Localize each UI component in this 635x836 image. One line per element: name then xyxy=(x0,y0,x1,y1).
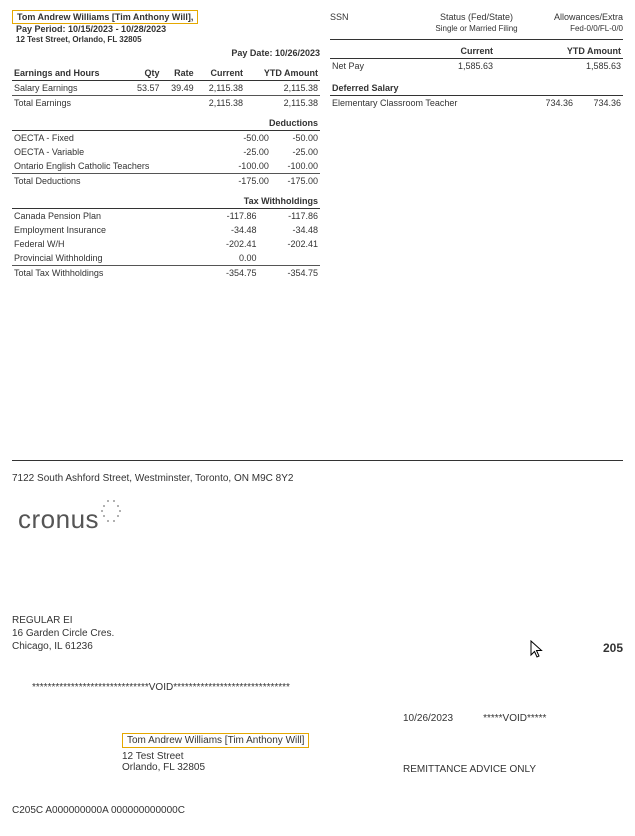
stub-date: 10/26/2023 xyxy=(403,713,453,724)
total-tax-label: Total Tax Withholdings xyxy=(12,266,183,281)
deferred-title: Deferred Salary xyxy=(330,81,623,96)
tax-row-current: 0.00 xyxy=(197,251,258,266)
tax-row-current: -117.86 xyxy=(197,209,258,224)
ded-row-label: OECTA - Variable xyxy=(12,145,210,159)
total-earnings-ytd: 2,115.38 xyxy=(245,96,320,111)
deferred-current: 734.36 xyxy=(527,96,575,111)
pay-date: Pay Date: 10/26/2023 xyxy=(12,48,320,60)
ded-row-label: Ontario English Catholic Teachers xyxy=(12,159,210,174)
deductions-title: Deductions xyxy=(12,116,320,131)
tax-row-current: -34.48 xyxy=(197,223,258,237)
left-column: Tom Andrew Williams [Tim Anthony Will], … xyxy=(12,10,320,280)
remittance-label: REMITTANCE ADVICE ONLY xyxy=(403,764,623,775)
cronus-logo: cronus xyxy=(18,504,123,535)
stub-body: Tom Andrew Williams [Tim Anthony Will] 1… xyxy=(12,713,623,775)
tax-title: Tax Withholdings xyxy=(12,194,320,209)
tax-row-ytd: -202.41 xyxy=(259,237,320,251)
salary-ytd: 2,115.38 xyxy=(245,81,320,96)
netpay-table: Current YTD Amount Net Pay 1,585.63 1,58… xyxy=(330,44,623,73)
total-earnings-current: 2,115.38 xyxy=(196,96,245,111)
stub-left: Tom Andrew Williams [Tim Anthony Will] 1… xyxy=(12,713,403,775)
employee-address: 12 Test Street, Orlando, FL 32805 xyxy=(16,35,320,44)
allowances-value: Fed-0/0/FL-0/0 xyxy=(525,24,623,33)
stub-regular: REGULAR EI xyxy=(12,615,623,626)
cursor-icon xyxy=(530,640,544,660)
col-ytd: YTD Amount xyxy=(245,66,320,81)
tax-table: Tax Withholdings Canada Pension Plan -11… xyxy=(12,194,320,280)
earnings-table: Earnings and Hours Qty Rate Current YTD … xyxy=(12,66,320,110)
logo-dots-icon xyxy=(101,500,123,522)
salary-rate: 39.49 xyxy=(161,81,195,96)
logo-text: cronus xyxy=(18,504,99,534)
stub-number: 205 xyxy=(603,641,623,655)
col-rate: Rate xyxy=(161,66,195,81)
deferred-ytd: 734.36 xyxy=(575,96,623,111)
void-line: ******************************VOID******… xyxy=(32,682,623,693)
tax-row-label: Federal W/H xyxy=(12,237,183,251)
earnings-header: Earnings and Hours xyxy=(12,66,127,81)
right-subheader: Single or Married Filing Fed-0/0/FL-0/0 xyxy=(330,24,623,40)
ded-row-current: -25.00 xyxy=(222,145,271,159)
status-value: Single or Married Filing xyxy=(428,24,526,33)
total-tax-current: -354.75 xyxy=(197,266,258,281)
payee-name: Tom Andrew Williams [Tim Anthony Will] xyxy=(122,733,309,748)
ded-row-current: -100.00 xyxy=(222,159,271,174)
netpay-label: Net Pay xyxy=(330,59,409,74)
pay-period: Pay Period: 10/15/2023 - 10/28/2023 xyxy=(16,24,166,34)
right-col-current: Current xyxy=(409,44,495,59)
tax-row-ytd: -117.86 xyxy=(259,209,320,224)
tax-row-label: Employment Insurance xyxy=(12,223,183,237)
allowances-label: Allowances/Extra xyxy=(525,12,623,22)
ded-row-ytd: -100.00 xyxy=(271,159,320,174)
tax-row-label: Provincial Withholding xyxy=(12,251,183,266)
stub-right: 10/26/2023 *****VOID***** REMITTANCE ADV… xyxy=(403,713,623,775)
tax-row-ytd: -34.48 xyxy=(259,223,320,237)
deferred-label: Elementary Classroom Teacher xyxy=(330,96,527,111)
ded-row-ytd: -50.00 xyxy=(271,131,320,146)
stub-addr2-text: Chicago, IL 61236 xyxy=(12,641,93,652)
ded-row-ytd: -25.00 xyxy=(271,145,320,159)
deferred-table: Deferred Salary Elementary Classroom Tea… xyxy=(330,81,623,110)
status-label: Status (Fed/State) xyxy=(428,12,526,22)
right-col-ytd: YTD Amount xyxy=(495,44,623,59)
ded-row-current: -50.00 xyxy=(222,131,271,146)
total-earnings-label: Total Earnings xyxy=(12,96,127,111)
tax-row-label: Canada Pension Plan xyxy=(12,209,183,224)
void-short: *****VOID***** xyxy=(483,713,546,724)
payee-addr1: 12 Test Street xyxy=(122,751,403,762)
netpay-ytd: 1,585.63 xyxy=(495,59,623,74)
bottom-code: C205C A000000000A 000000000000C xyxy=(12,805,623,816)
col-current: Current xyxy=(196,66,245,81)
col-qty: Qty xyxy=(127,66,161,81)
netpay-current: 1,585.63 xyxy=(409,59,495,74)
deductions-table: Deductions OECTA - Fixed -50.00 -50.00 O… xyxy=(12,116,320,188)
right-column: SSN Status (Fed/State) Allowances/Extra … xyxy=(330,10,623,280)
employee-name: Tom Andrew Williams [Tim Anthony Will], xyxy=(12,10,198,24)
stub-addr1: 16 Garden Circle Cres. xyxy=(12,628,623,639)
total-deductions-ytd: -175.00 xyxy=(271,174,320,189)
ssn-label: SSN xyxy=(330,12,428,22)
top-columns: Tom Andrew Williams [Tim Anthony Will], … xyxy=(12,10,623,280)
company-address: 7122 South Ashford Street, Westminster, … xyxy=(12,473,623,484)
salary-qty: 53.57 xyxy=(127,81,161,96)
tax-row-current: -202.41 xyxy=(197,237,258,251)
employee-header: Tom Andrew Williams [Tim Anthony Will], … xyxy=(12,10,320,34)
salary-current: 2,115.38 xyxy=(196,81,245,96)
ded-row-label: OECTA - Fixed xyxy=(12,131,210,146)
right-header: SSN Status (Fed/State) Allowances/Extra xyxy=(330,12,623,22)
paystub-page: Tom Andrew Williams [Tim Anthony Will], … xyxy=(0,0,635,836)
salary-label: Salary Earnings xyxy=(12,81,127,96)
total-tax-ytd: -354.75 xyxy=(259,266,320,281)
total-deductions-current: -175.00 xyxy=(222,174,271,189)
total-deductions-label: Total Deductions xyxy=(12,174,210,189)
divider xyxy=(12,460,623,461)
payee-addr2: Orlando, FL 32805 xyxy=(122,762,403,773)
tax-row-ytd xyxy=(259,251,320,266)
